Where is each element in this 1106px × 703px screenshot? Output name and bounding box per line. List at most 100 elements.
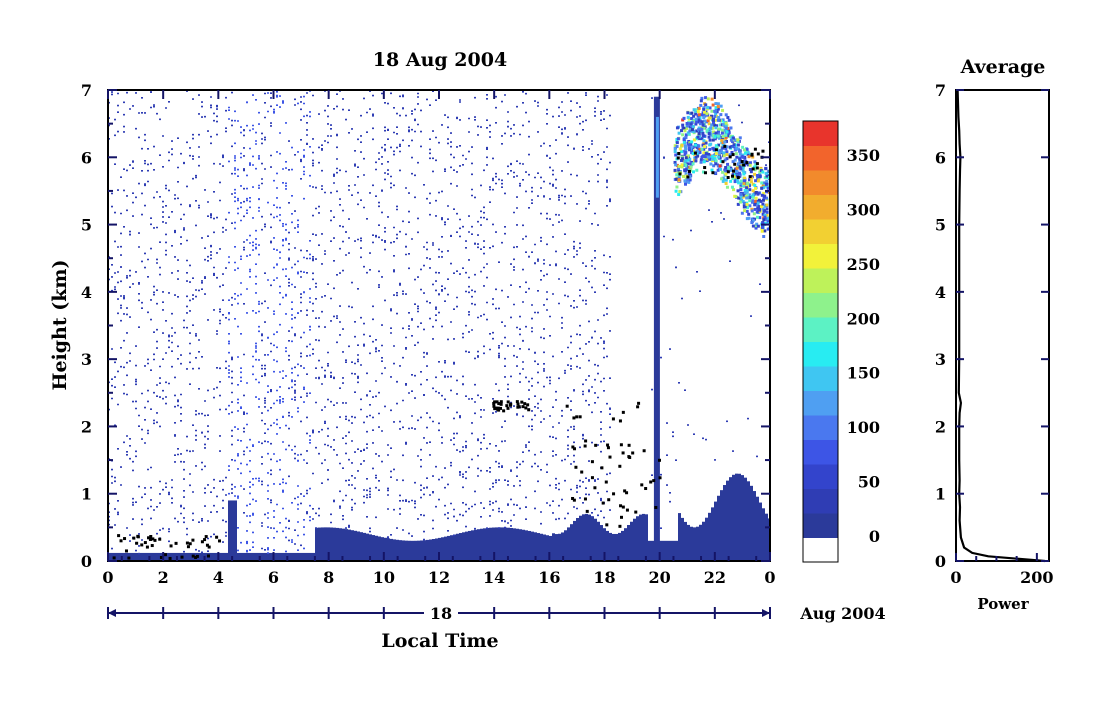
strong-echo-cell [707, 135, 711, 139]
strong-echo-cell [713, 137, 717, 141]
saturated-echo-cell [520, 400, 524, 404]
strong-echo-cell [707, 155, 711, 159]
strong-echo-cell [724, 126, 728, 130]
strong-echo-cell [682, 149, 686, 153]
saturated-echo-cell [584, 439, 588, 443]
noise-speckle [123, 101, 125, 444]
surface-echo-column [447, 535, 450, 561]
strong-echo-cell [753, 172, 757, 176]
strong-echo-cell [683, 169, 687, 173]
strong-echo-cell [751, 182, 755, 186]
surface-echo-column [141, 552, 144, 561]
saturated-echo-cell [604, 480, 608, 484]
strong-echo-cell [736, 140, 740, 144]
strong-echo-cell [716, 131, 720, 135]
saturated-echo-cell [618, 464, 622, 468]
strong-echo-cell [743, 205, 747, 209]
saturated-echo-cell [180, 555, 184, 559]
saturated-echo-cell [703, 171, 707, 175]
strong-echo-cell [760, 226, 764, 230]
strong-echo-cell [734, 194, 738, 198]
strong-echo-cell [748, 178, 752, 182]
colorbar-swatch [803, 145, 838, 171]
strong-echo-cell [745, 189, 749, 193]
strong-echo-cell [673, 147, 677, 151]
strong-echo-cell [694, 155, 698, 159]
saturated-echo-cell [714, 148, 718, 152]
strong-echo-cell [717, 143, 721, 147]
strong-echo-cell [763, 215, 767, 219]
strong-echo-cell [700, 96, 704, 100]
surface-echo-column [597, 521, 600, 561]
strong-echo-cell [715, 124, 719, 128]
strong-echo-cell [745, 148, 749, 152]
strong-echo-cell [692, 129, 696, 133]
strong-echo-cell [746, 181, 750, 185]
strong-echo-cell [690, 140, 694, 144]
noise-speckle [492, 157, 494, 511]
saturated-echo-cell [124, 549, 128, 553]
strong-echo-cell [765, 210, 769, 214]
saturated-echo-cell [188, 542, 192, 546]
strong-echo-cell [684, 156, 688, 160]
saturated-echo-cell [150, 544, 154, 548]
strong-echo-cell [683, 129, 687, 133]
strong-echo-cell [681, 133, 685, 137]
strong-echo-cell [735, 155, 739, 159]
strong-echo-cell [750, 207, 754, 211]
strong-echo-cell [709, 142, 713, 146]
surface-echo-column [399, 540, 402, 561]
noise-speckle [129, 108, 131, 542]
noise-speckle [687, 424, 689, 426]
saturated-echo-cell [621, 505, 625, 509]
noise-speckle [708, 209, 710, 211]
noise-speckle [423, 184, 425, 541]
surface-echo-column [300, 552, 303, 561]
surface-echo-column [453, 534, 456, 561]
strong-echo-cell [722, 154, 726, 158]
strong-echo-cell [761, 202, 765, 206]
noise-speckle [399, 95, 401, 515]
strong-echo-cell [731, 176, 735, 180]
surface-echo-column [432, 539, 435, 561]
strong-echo-cell [687, 172, 691, 176]
noise-speckle [531, 186, 533, 468]
noise-speckle [204, 115, 206, 507]
surface-echo-column [588, 514, 591, 561]
average-y-tick-label: 4 [935, 283, 946, 302]
noise-speckle [369, 90, 371, 533]
strong-echo-cell [687, 132, 691, 136]
strong-echo-cell [754, 196, 758, 200]
strong-echo-cell [684, 147, 688, 151]
noise-speckle [663, 156, 665, 238]
strong-echo-cell [687, 180, 691, 184]
vertical-echo-streak-core [655, 116, 659, 198]
noise-speckle [450, 132, 452, 505]
average-y-tick-label: 3 [935, 350, 946, 369]
noise-speckle [495, 95, 497, 503]
main-y-tick-label: 5 [81, 216, 92, 235]
strong-echo-cell [724, 181, 728, 185]
average-y-tick-label: 7 [935, 81, 946, 100]
surface-echo-column [450, 535, 453, 561]
saturated-echo-cell [499, 402, 503, 406]
strong-echo-cell [747, 216, 751, 220]
surface-echo-column [576, 518, 579, 561]
noise-speckle [438, 94, 440, 501]
noise-speckle [420, 109, 422, 516]
strong-echo-cell [758, 216, 762, 220]
saturated-echo-cell [143, 541, 147, 545]
saturated-echo-cell [742, 163, 746, 167]
strong-echo-cell [706, 157, 710, 161]
strong-echo-cell [725, 168, 729, 172]
saturated-echo-cell [605, 523, 609, 527]
noise-speckle [456, 116, 458, 522]
strong-echo-cell [765, 196, 769, 200]
strong-echo-cell [692, 149, 696, 153]
surface-echo-column [267, 552, 270, 561]
saturated-echo-cell [631, 451, 635, 455]
strong-echo-cell [723, 140, 727, 144]
surface-echo-column [471, 530, 474, 561]
saturated-echo-cell [526, 403, 530, 407]
saturated-echo-cell [186, 545, 190, 549]
